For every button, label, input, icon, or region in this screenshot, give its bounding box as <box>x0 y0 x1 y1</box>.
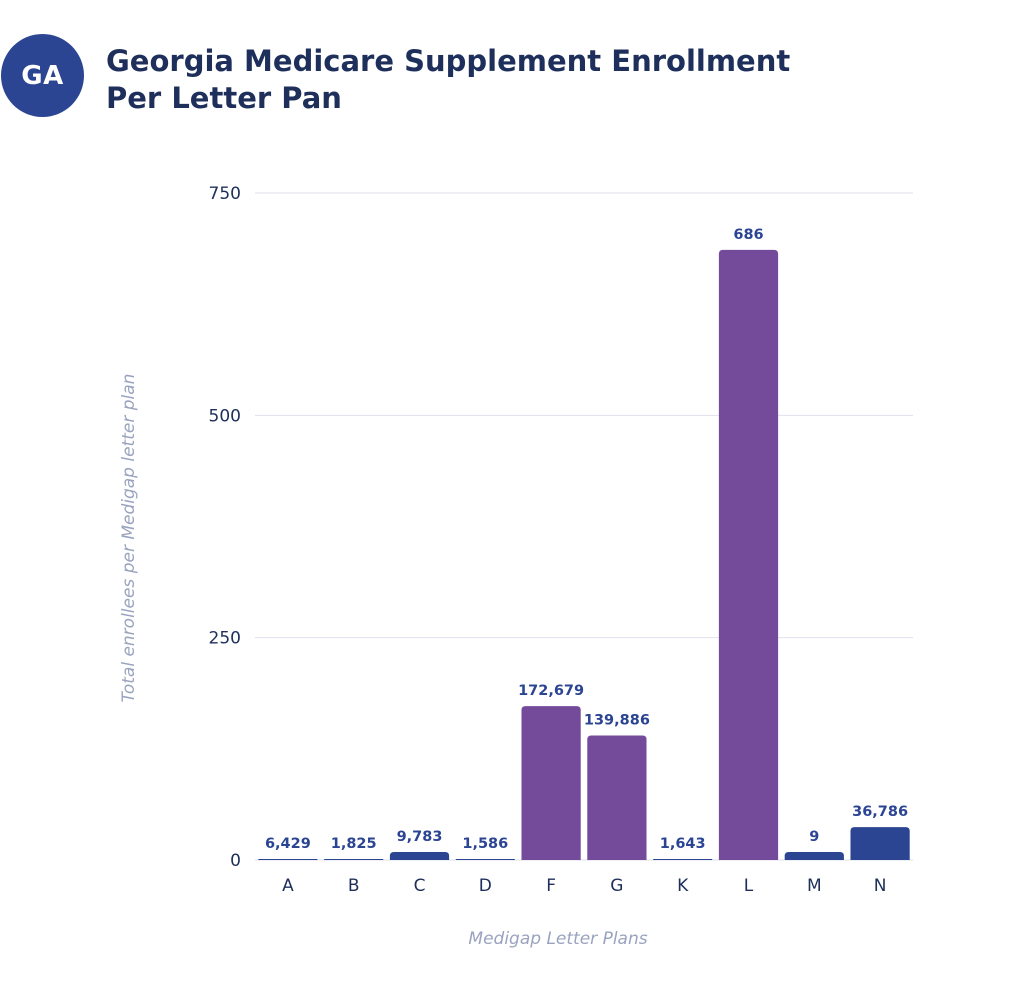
data-label-A: 6,429 <box>265 836 311 852</box>
bar-A <box>258 859 318 860</box>
data-label-L: 686 <box>733 227 763 243</box>
bar-D <box>455 859 515 860</box>
bar-B <box>324 859 384 860</box>
chart-header: GA Georgia Medicare Supplement Enrollmen… <box>0 0 1024 130</box>
y-axis-title: Total enrollees per Medigap letter plan <box>119 374 139 703</box>
bar-F <box>521 706 581 860</box>
x-tick-label-L: L <box>744 876 754 896</box>
x-tick-label-D: D <box>479 876 492 896</box>
bars <box>258 249 910 860</box>
chart-title-line-1: Georgia Medicare Supplement Enrollment <box>106 44 791 78</box>
y-tick-label: 250 <box>209 629 241 649</box>
data-label-G: 139,886 <box>584 712 650 728</box>
y-tick-label: 0 <box>230 851 241 871</box>
y-axis-ticks: 0 250 500 750 <box>209 184 241 871</box>
data-label-C: 9,783 <box>397 829 443 845</box>
data-label-B: 1,825 <box>331 836 377 852</box>
bar-M <box>784 851 844 860</box>
x-tick-label-N: N <box>874 876 887 896</box>
y-tick-label: 500 <box>209 406 241 426</box>
x-tick-label-K: K <box>677 876 689 896</box>
y-tick-label: 750 <box>209 184 241 204</box>
x-tick-label-F: F <box>546 876 556 896</box>
x-tick-label-C: C <box>414 876 426 896</box>
chart-title: Georgia Medicare Supplement Enrollment P… <box>106 43 826 117</box>
data-label-M: 9 <box>809 829 819 845</box>
x-tick-label-G: G <box>610 876 623 896</box>
bar-L <box>718 249 779 860</box>
x-tick-label-M: M <box>807 876 822 896</box>
x-tick-label-A: A <box>282 876 294 896</box>
bar-K <box>653 859 713 860</box>
bar-C <box>389 851 450 860</box>
data-label-D: 1,586 <box>462 836 508 852</box>
data-label-K: 1,643 <box>660 836 706 852</box>
chart-title-line-2: Per Letter Pan <box>106 81 342 115</box>
x-tick-label-B: B <box>348 876 360 896</box>
x-axis-title: Medigap Letter Plans <box>468 929 647 949</box>
state-badge: GA <box>1 34 84 117</box>
data-label-F: 172,679 <box>518 683 584 699</box>
gridlines <box>255 192 913 861</box>
bar-G <box>587 735 647 860</box>
data-label-N: 36,786 <box>852 804 908 820</box>
bar-N <box>850 827 910 860</box>
